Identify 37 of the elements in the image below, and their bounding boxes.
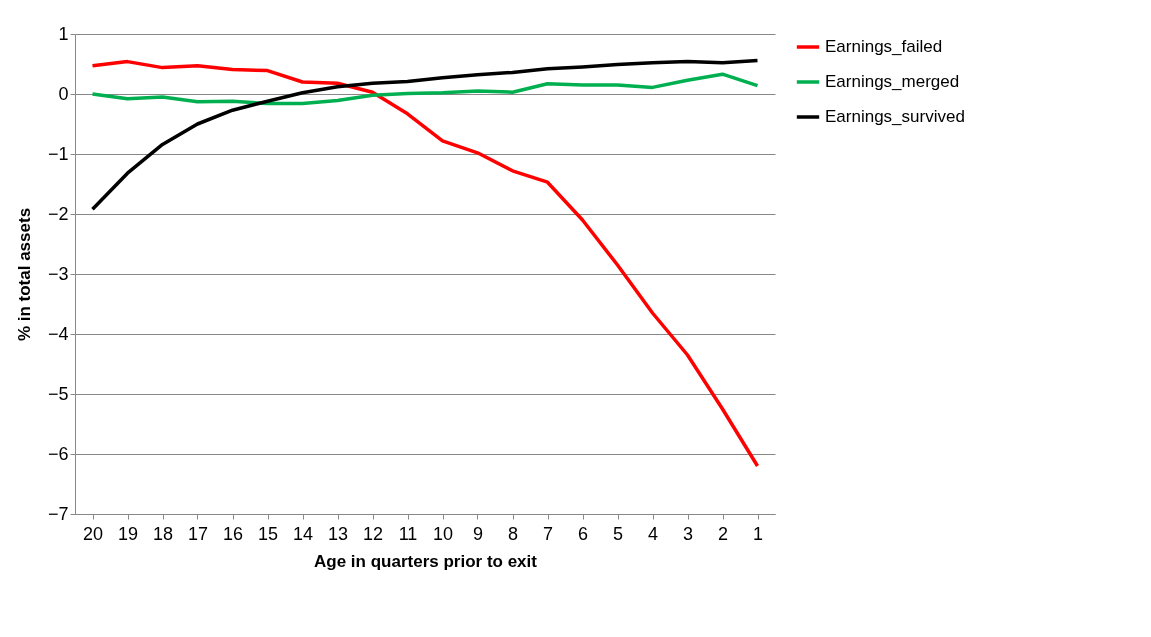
x-tick-label: 14 (292, 523, 314, 544)
x-tick-label: 3 (682, 523, 694, 544)
x-tick-label: 7 (542, 523, 554, 544)
y-tick-label: −7 (47, 503, 69, 524)
x-tick-label: 13 (327, 523, 349, 544)
y-tick-label: −4 (47, 323, 69, 344)
x-tick-label: 17 (187, 523, 209, 544)
x-tick-label: 9 (472, 523, 484, 544)
y-tick-label: −3 (47, 263, 69, 284)
line-series (90, 59, 760, 468)
legend-label: Earnings_merged (825, 72, 960, 91)
x-tick-label: 19 (117, 523, 139, 544)
y-tick-label: −2 (47, 203, 69, 224)
x-tick-label: 18 (152, 523, 174, 544)
x-tick-label: 10 (432, 523, 454, 544)
x-tick-label: 11 (398, 523, 418, 544)
y-tick-label: −5 (47, 383, 69, 404)
x-tick-label: 16 (222, 523, 244, 544)
x-tick-label: 1 (752, 523, 764, 544)
x-tick-label: 12 (362, 523, 384, 544)
x-tick-label: 20 (82, 523, 104, 544)
x-tick-label: 15 (257, 523, 279, 544)
legend-label: Earnings_failed (825, 37, 943, 56)
x-tick-label: 8 (507, 523, 519, 544)
x-axis-title: Age in quarters prior to exit (314, 551, 538, 571)
x-tick-label: 5 (612, 523, 624, 544)
line-series (90, 58, 760, 211)
x-tick-label: 4 (647, 523, 659, 544)
y-tick-label: 0 (58, 83, 69, 104)
y-tick-label: −6 (47, 443, 69, 464)
line-series (90, 72, 760, 106)
x-tick-label: 2 (717, 523, 729, 544)
y-axis-title: % in total assets (14, 207, 34, 342)
y-tick-label: −1 (47, 143, 69, 164)
x-tick-label: 6 (577, 523, 589, 544)
y-tick-label: 1 (58, 23, 69, 44)
legend-label: Earnings_survived (825, 107, 965, 126)
